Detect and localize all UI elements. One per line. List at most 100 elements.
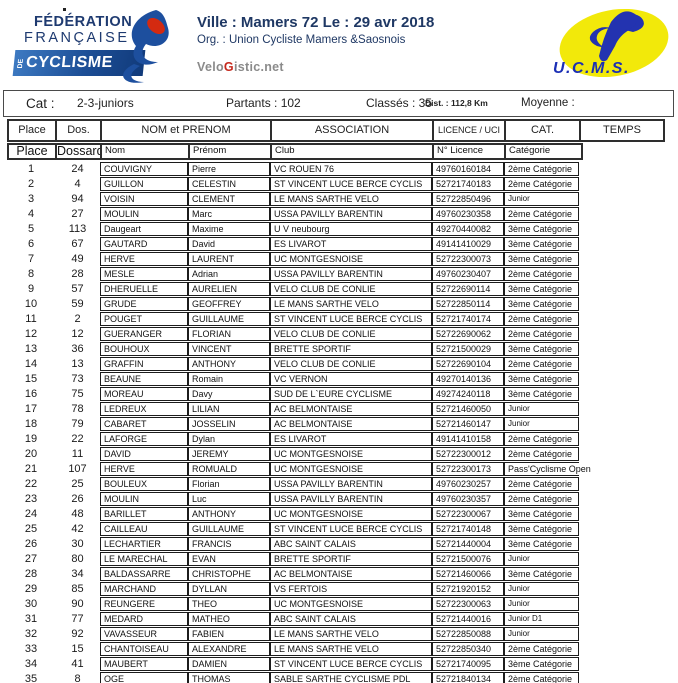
table-row: 17 78 LEDREUX LILIAN AC BELMONTAISE 5272… <box>7 402 579 416</box>
dossard-cell: 57 <box>71 283 84 295</box>
place-cell: 1 <box>27 163 35 175</box>
licence-cell: 52721920152 <box>432 582 504 596</box>
nom-cell: BOUHOUX <box>100 342 188 356</box>
prenom-cell: David <box>188 237 270 251</box>
cat-label: Cat : <box>26 96 55 111</box>
prenom-cell: GEOFFREY <box>188 297 270 311</box>
place-cell: 23 <box>24 493 38 505</box>
categorie-cell: 3ème Catégorie <box>504 522 579 536</box>
categorie-cell: 2ème Catégorie <box>504 432 579 446</box>
nom-cell: MAUBERT <box>100 657 188 671</box>
licence-cell: 52721500029 <box>432 342 504 356</box>
club-cell: LE MANS SARTHE VELO <box>270 627 432 641</box>
club-cell: ST VINCENT LUCE BERCE CYCLIS <box>270 522 432 536</box>
licence-cell: 52721440004 <box>432 537 504 551</box>
club-cell: ABC SAINT CALAIS <box>270 537 432 551</box>
table-row: 13 36 BOUHOUX VINCENT BRETTE SPORTIF 527… <box>7 342 579 356</box>
nom-cell: HERVE <box>100 252 188 266</box>
table-row: 29 85 MARCHAND DYLLAN VS FERTOIS 5272192… <box>7 582 579 596</box>
place-cell: 7 <box>27 253 35 265</box>
prenom-cell: ANTHONY <box>188 507 270 521</box>
nom-cell: REUNGERE <box>100 597 188 611</box>
club-cell: AC BELMONTAISE <box>270 402 432 416</box>
categorie-cell: 3ème Catégorie <box>504 372 579 386</box>
prenom-cell: ANTHONY <box>188 357 270 371</box>
club-cell: ES LIVAROT <box>270 432 432 446</box>
club-cell: AC BELMONTAISE <box>270 567 432 581</box>
table-row: 14 13 GRAFFIN ANTHONY VELO CLUB DE CONLI… <box>7 357 579 371</box>
dossard-cell: 2 <box>74 313 81 325</box>
club-cell: BRETTE SPORTIF <box>270 342 432 356</box>
dossard-cell: 4 <box>74 178 81 190</box>
categorie-cell: 2ème Catégorie <box>504 642 579 656</box>
nom-cell: BARILLET <box>100 507 188 521</box>
table-row: 15 73 BEAUNE Romain VC VERNON 4927014013… <box>7 372 579 386</box>
table-row: 18 79 CABARET JOSSELIN AC BELMONTAISE 52… <box>7 417 579 431</box>
table-row: 26 30 LECHARTIER FRANCIS ABC SAINT CALAI… <box>7 537 579 551</box>
licence-cell: 49141410029 <box>432 237 504 251</box>
nom-cell: MESLE <box>100 267 188 281</box>
dossard-cell: 25 <box>71 478 84 490</box>
table-row: 23 26 MOULIN Luc USSA PAVILLY BARENTIN 4… <box>7 492 579 506</box>
nom-cell: CAILLEAU <box>100 522 188 536</box>
dossard-cell: 75 <box>71 388 84 400</box>
nom-cell: DAVID <box>100 447 188 461</box>
nom-cell: LEDREUX <box>100 402 188 416</box>
dossard-cell: 67 <box>71 238 84 250</box>
place-cell: 21 <box>24 463 38 475</box>
club-cell: VS FERTOIS <box>270 582 432 596</box>
prenom-cell: GUILLAUME <box>188 312 270 326</box>
table-sub-header: Place Dossard Nom Prénom Club N° Licence… <box>7 143 583 160</box>
prenom-cell: Davy <box>188 387 270 401</box>
subcol-club: Club <box>272 145 434 158</box>
prenom-cell: Luc <box>188 492 270 506</box>
categorie-cell: 2ème Catégorie <box>504 267 579 281</box>
licence-cell: 52722850088 <box>432 627 504 641</box>
place-cell: 4 <box>27 208 35 220</box>
place-cell: 31 <box>24 613 38 625</box>
categorie-cell: 2ème Catégorie <box>504 177 579 191</box>
club-cell: LE MANS SARTHE VELO <box>270 642 432 656</box>
dossard-cell: 78 <box>71 403 84 415</box>
table-row: 3 94 VOISIN CLEMENT LE MANS SARTHE VELO … <box>7 192 579 206</box>
place-cell: 27 <box>24 553 38 565</box>
licence-cell: 52721500076 <box>432 552 504 566</box>
place-cell: 12 <box>24 328 38 340</box>
place-cell: 16 <box>24 388 38 400</box>
club-cell: U V neubourg <box>270 222 432 236</box>
nom-cell: MOULIN <box>100 492 188 506</box>
table-row: 25 42 CAILLEAU GUILLAUME ST VINCENT LUCE… <box>7 522 579 536</box>
categorie-cell: 3ème Catégorie <box>504 507 579 521</box>
table-row: 27 80 LE MARECHAL EVAN BRETTE SPORTIF 52… <box>7 552 579 566</box>
table-row: 12 12 GUERANGER FLORIAN VELO CLUB DE CON… <box>7 327 579 341</box>
club-cell: AC BELMONTAISE <box>270 417 432 431</box>
table-row: 11 2 POUGET GUILLAUME ST VINCENT LUCE BE… <box>7 312 579 326</box>
prenom-cell: LAURENT <box>188 252 270 266</box>
col-header-dossard: Dos. <box>57 121 102 140</box>
nom-cell: CHANTOISEAU <box>100 642 188 656</box>
licence-cell: 52722690062 <box>432 327 504 341</box>
col-header-association: ASSOCIATION <box>272 121 434 140</box>
prenom-cell: VINCENT <box>188 342 270 356</box>
club-cell: UC MONTGESNOISE <box>270 597 432 611</box>
licence-cell: 52722850114 <box>432 297 504 311</box>
table-row: 4 27 MOULIN Marc USSA PAVILLY BARENTIN 4… <box>7 207 579 221</box>
categorie-cell: 3ème Catégorie <box>504 297 579 311</box>
col-header-temps: TEMPS <box>603 124 641 136</box>
velogistic-brand: VeloGistic.net <box>197 60 527 74</box>
prenom-cell: FLORIAN <box>188 327 270 341</box>
subcol-licence: N° Licence <box>434 145 506 158</box>
dossard-cell: 34 <box>71 568 84 580</box>
dossard-cell: 90 <box>71 598 84 610</box>
place-cell: 26 <box>24 538 38 550</box>
partants-value: Partants : 102 <box>226 96 301 110</box>
prenom-cell: Romain <box>188 372 270 386</box>
table-row: 31 77 MEDARD MATHEO ABC SAINT CALAIS 527… <box>7 612 579 626</box>
prenom-cell: Maxime <box>188 222 270 236</box>
categorie-cell: 3ème Catégorie <box>504 657 579 671</box>
table-main-header: Place Dos. NOM et PRENOM ASSOCIATION LIC… <box>7 119 665 142</box>
table-row: 2 4 GUILLON CELESTIN ST VINCENT LUCE BER… <box>7 177 579 191</box>
licence-cell: 52721460050 <box>432 402 504 416</box>
club-cell: UC MONTGESNOISE <box>270 252 432 266</box>
